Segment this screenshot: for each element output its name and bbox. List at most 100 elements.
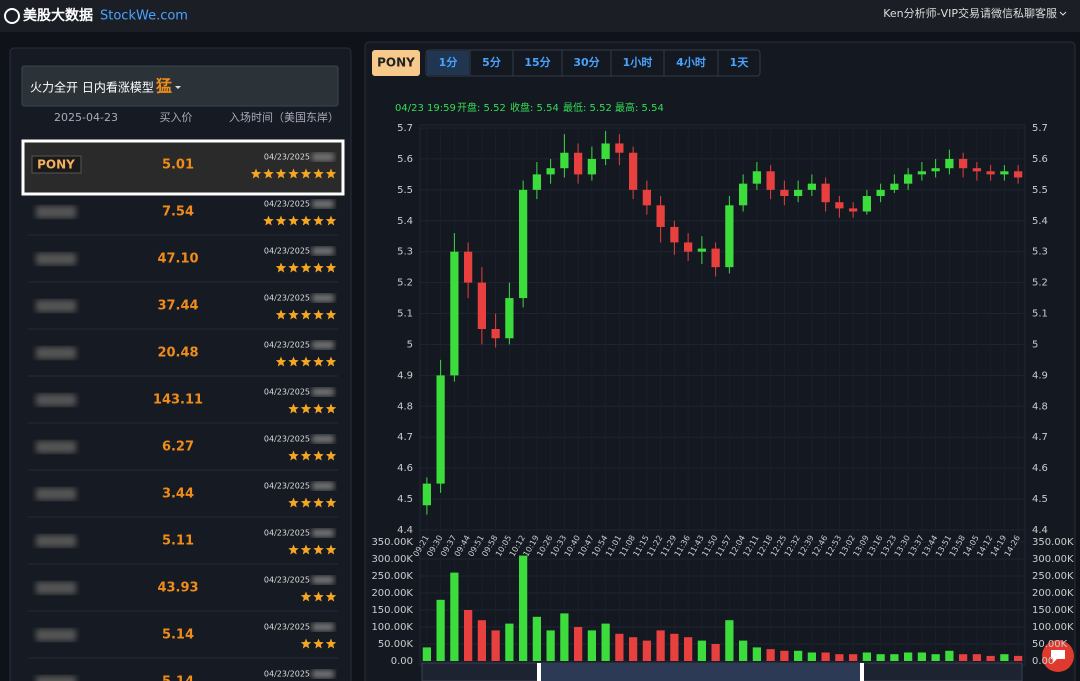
blurred-symbol (36, 300, 76, 312)
volume-bar (491, 630, 500, 661)
star (275, 309, 287, 320)
y2-tick-label: 100.00K (371, 622, 413, 633)
row-time: 04/23/2025 (264, 670, 310, 679)
candle-body (574, 152, 583, 175)
blurred-time (312, 294, 334, 302)
blurred-symbol (36, 676, 76, 681)
volume-bar (422, 647, 431, 661)
candle-body (450, 251, 459, 376)
tab[interactable]: 4小时 (676, 55, 706, 69)
star (275, 168, 287, 179)
candle-body (642, 189, 651, 206)
star (325, 497, 337, 508)
star (325, 168, 337, 179)
candle-body (697, 248, 706, 252)
candle-body (656, 205, 665, 227)
candle-body (436, 375, 445, 484)
tab[interactable]: 1天 (730, 56, 750, 69)
navigator-window[interactable] (540, 663, 862, 681)
star (325, 403, 337, 414)
y-tick-label: 5.3 (397, 247, 413, 258)
star (313, 215, 324, 226)
volume-bar (697, 640, 706, 661)
y2-tick-label: 0.00 (1032, 656, 1054, 667)
y2-tick-label: 200.00K (1032, 588, 1074, 599)
star (313, 450, 324, 461)
blurred-symbol (36, 394, 76, 406)
row-price: 5.14 (162, 675, 194, 681)
tab[interactable]: 1分 (439, 55, 458, 69)
tab[interactable]: 1小时 (623, 55, 653, 69)
candle-body (835, 202, 844, 209)
row-price: 7.54 (162, 205, 194, 220)
blurred-symbol (36, 206, 76, 218)
y-tick-label: 4.4 (1032, 525, 1048, 536)
star (313, 497, 324, 508)
volume-bar (821, 652, 830, 661)
volume-bar (436, 599, 445, 661)
y-tick-label: 4.4 (397, 525, 413, 536)
star (313, 168, 324, 179)
candle-body (876, 189, 885, 197)
star (313, 262, 324, 273)
y2-tick-label: 150.00K (371, 605, 413, 616)
star (288, 168, 299, 179)
star (300, 309, 312, 320)
tab[interactable]: 5分 (482, 55, 501, 69)
volume-bar (794, 650, 803, 661)
star (263, 168, 274, 179)
candle-body (890, 183, 899, 190)
logo: 美股大数据 (23, 7, 93, 24)
star (288, 450, 299, 461)
blurred-symbol (36, 582, 76, 594)
star (325, 591, 337, 602)
volume-bar (587, 630, 596, 661)
candle-body (752, 171, 761, 184)
y-tick-label: 5.5 (397, 185, 413, 196)
symbol: PONY (377, 56, 415, 70)
row-symbol: PONY (37, 158, 75, 172)
candle-body (629, 152, 638, 190)
row-time: 04/23/2025 (264, 388, 310, 397)
candle-body (711, 248, 720, 268)
blurred-time (312, 200, 334, 208)
star (313, 591, 324, 602)
navigator-handle[interactable] (537, 663, 541, 681)
y-tick-label: 5.7 (397, 123, 413, 134)
row-time: 04/23/2025 (264, 153, 310, 162)
y-tick-label: 5.6 (1032, 154, 1048, 165)
symbol-button[interactable] (372, 50, 420, 76)
volume-bar (464, 610, 473, 661)
star (300, 262, 312, 273)
user-menu[interactable]: Ken分析师-VIP交易请微信私聊客服 (883, 6, 1057, 20)
star (288, 544, 299, 555)
candle-body (849, 208, 858, 212)
candle-body (505, 298, 514, 339)
row-time: 04/23/2025 (264, 294, 310, 303)
y-tick-label: 4.8 (397, 401, 413, 412)
y-tick-label: 5.2 (1032, 278, 1048, 289)
row-price: 143.11 (153, 393, 203, 408)
star (288, 309, 299, 320)
y-tick-label: 4.7 (397, 432, 413, 443)
site[interactable]: StockWe.com (100, 9, 188, 24)
star (300, 591, 312, 602)
info-text: 04/23 19:59 (395, 103, 456, 114)
tab[interactable]: 15分 (524, 55, 550, 69)
blurred-time (312, 670, 334, 678)
candle-body (917, 171, 926, 175)
blurred-symbol (36, 488, 76, 500)
candle-body (780, 189, 789, 197)
y-tick-label: 5.1 (1032, 309, 1048, 320)
y-tick-label: 4.5 (1032, 494, 1048, 505)
navigator-handle[interactable] (860, 663, 864, 681)
candle-body (477, 282, 486, 329)
star (275, 356, 287, 367)
y2-tick-label: 200.00K (371, 588, 413, 599)
blurred-time (312, 529, 334, 537)
volume-bar (725, 620, 734, 661)
tab[interactable]: 30分 (573, 55, 599, 69)
star (288, 262, 299, 273)
star (313, 403, 324, 414)
